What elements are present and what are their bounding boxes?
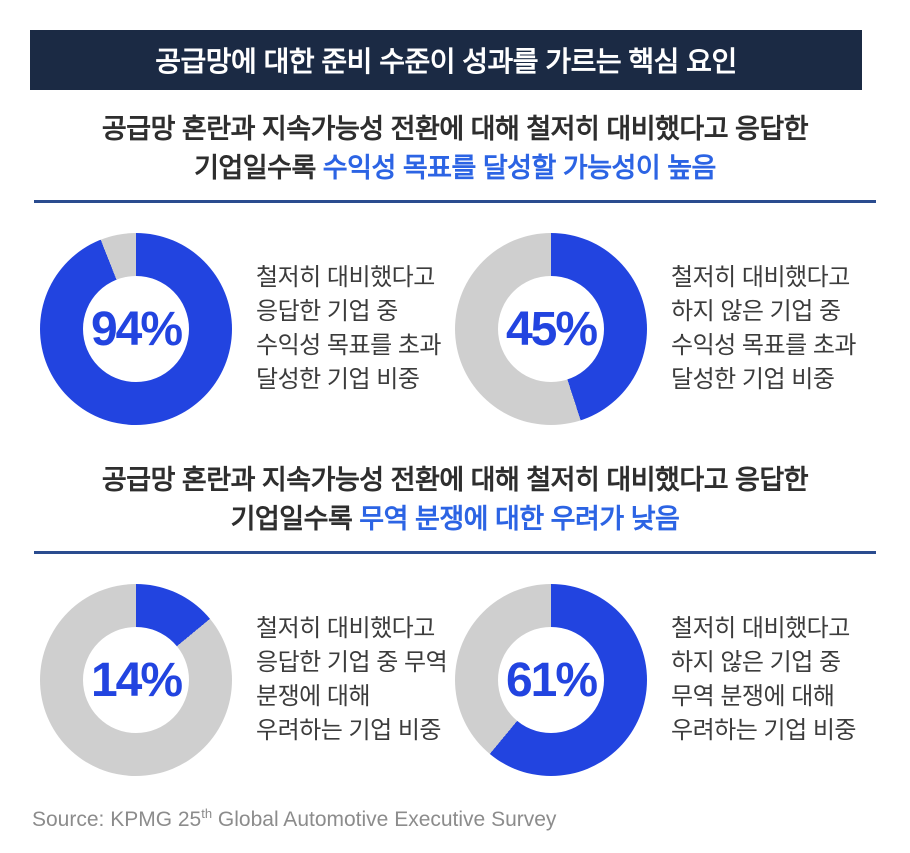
chart-group-prepared-trade: 14% 철저히 대비했다고 응답한 기업 중 무역 분쟁에 대해 우려하는 기업… xyxy=(40,584,455,776)
section-divider xyxy=(34,200,876,203)
section-profitability: 공급망 혼란과 지속가능성 전환에 대해 철저히 대비했다고 응답한 기업일수록… xyxy=(0,110,910,425)
page-title: 공급망에 대한 준비 수준이 성과를 가르는 핵심 요인 xyxy=(155,46,737,77)
subtitle-line1: 공급망 혼란과 지속가능성 전환에 대해 철저히 대비했다고 응답한 xyxy=(101,465,809,495)
chart-group-unprepared-profit: 45% 철저히 대비했다고 하지 않은 기업 중 수익성 목표를 초과 달성한 … xyxy=(455,233,870,425)
donut-chart-94: 94% xyxy=(40,233,232,425)
charts-row: 14% 철저히 대비했다고 응답한 기업 중 무역 분쟁에 대해 우려하는 기업… xyxy=(0,584,910,776)
donut-value-label: 14% xyxy=(90,653,183,707)
chart-description: 철저히 대비했다고 응답한 기업 중 무역 분쟁에 대해 우려하는 기업 비중 xyxy=(256,615,448,744)
section-subtitle: 공급망 혼란과 지속가능성 전환에 대해 철저히 대비했다고 응답한 기업일수록… xyxy=(0,461,910,539)
donut-chart-61: 61% xyxy=(455,584,647,776)
section-divider xyxy=(34,551,876,554)
charts-row: 94% 철저히 대비했다고 응답한 기업 중 수익성 목표를 초과 달성한 기업… xyxy=(0,233,910,425)
donut-value-label: 61% xyxy=(505,653,598,707)
subtitle-line2-prefix: 기업일수록 xyxy=(230,504,360,534)
source-prefix: Source: KPMG 25 xyxy=(32,808,202,831)
source-note: Source: KPMG 25th Global Automotive Exec… xyxy=(32,806,910,832)
donut-value-label: 94% xyxy=(90,302,183,356)
source-superscript: th xyxy=(201,806,213,821)
chart-description: 철저히 대비했다고 하지 않은 기업 중 수익성 목표를 초과 달성한 기업 비… xyxy=(671,264,856,393)
source-suffix: Global Automotive Executive Survey xyxy=(212,808,557,831)
chart-description: 철저히 대비했다고 하지 않은 기업 중 무역 분쟁에 대해 우려하는 기업 비… xyxy=(671,615,856,744)
header-banner: 공급망에 대한 준비 수준이 성과를 가르는 핵심 요인 xyxy=(30,30,862,90)
subtitle-highlight: 무역 분쟁에 대한 우려가 낮음 xyxy=(359,504,680,534)
subtitle-highlight: 수익성 목표를 달성할 가능성이 높음 xyxy=(322,153,717,183)
chart-description: 철저히 대비했다고 응답한 기업 중 수익성 목표를 초과 달성한 기업 비중 xyxy=(256,264,441,393)
donut-chart-45: 45% xyxy=(455,233,647,425)
donut-chart-14: 14% xyxy=(40,584,232,776)
chart-group-prepared-profit: 94% 철저히 대비했다고 응답한 기업 중 수익성 목표를 초과 달성한 기업… xyxy=(40,233,455,425)
subtitle-line2-prefix: 기업일수록 xyxy=(194,153,323,183)
donut-value-label: 45% xyxy=(505,302,598,356)
section-subtitle: 공급망 혼란과 지속가능성 전환에 대해 철저히 대비했다고 응답한 기업일수록… xyxy=(0,110,910,188)
chart-group-unprepared-trade: 61% 철저히 대비했다고 하지 않은 기업 중 무역 분쟁에 대해 우려하는 … xyxy=(455,584,870,776)
section-trade-dispute: 공급망 혼란과 지속가능성 전환에 대해 철저히 대비했다고 응답한 기업일수록… xyxy=(0,461,910,776)
subtitle-line1: 공급망 혼란과 지속가능성 전환에 대해 철저히 대비했다고 응답한 xyxy=(101,114,809,144)
